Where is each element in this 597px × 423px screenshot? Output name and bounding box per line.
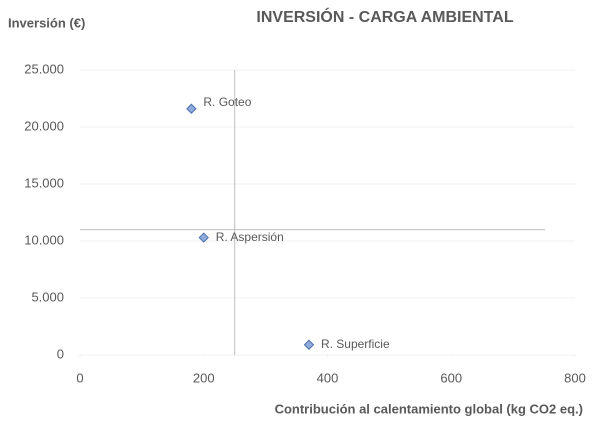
y-tick-label: 0	[57, 346, 64, 361]
y-tick-label: 5.000	[31, 289, 64, 304]
y-tick-label: 25.000	[24, 61, 64, 76]
point-label: R. Goteo	[203, 95, 251, 109]
point-label: R. Aspersión	[216, 230, 284, 244]
y-tick-label: 10.000	[24, 232, 64, 247]
point	[186, 103, 197, 114]
x-tick-label: 200	[193, 370, 215, 385]
x-tick-label: 0	[76, 370, 83, 385]
chart-title: INVERSIÓN - CARGA AMBIENTAL	[256, 7, 513, 26]
x-tick-label: 800	[564, 370, 586, 385]
point	[198, 232, 209, 243]
point-label: R. Superficie	[321, 337, 390, 351]
point	[303, 339, 315, 350]
y-axis-title: Inversión (€)	[8, 15, 85, 30]
y-tick-label: 20.000	[24, 118, 64, 133]
y-tick-label: 15.000	[24, 175, 64, 190]
x-tick-label: 600	[440, 370, 462, 385]
x-axis-title: Contribución al calentamiento global (kg…	[275, 401, 583, 416]
x-tick-label: 400	[317, 370, 339, 385]
